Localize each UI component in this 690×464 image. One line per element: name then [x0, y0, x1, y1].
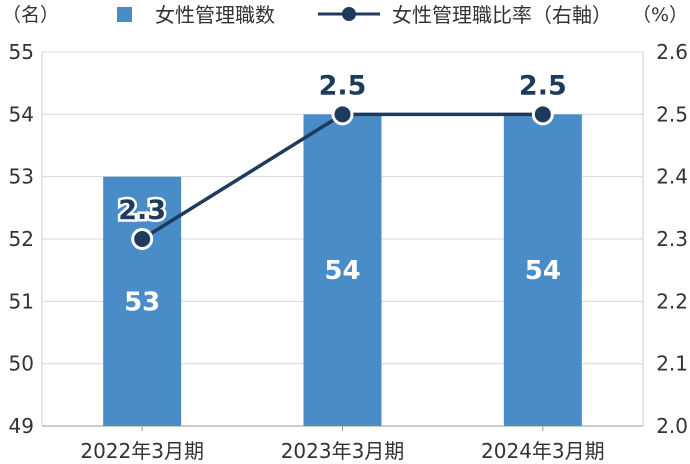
- right-tick-label: 2.5: [656, 102, 688, 126]
- left-tick-label: 50: [9, 352, 34, 376]
- right-tick-label: 2.2: [656, 289, 688, 313]
- left-tick-label: 55: [9, 40, 34, 64]
- right-tick-label: 2.1: [656, 352, 688, 376]
- right-tick-label: 2.3: [656, 227, 688, 251]
- bar: [503, 114, 582, 426]
- left-tick-label: 54: [9, 102, 34, 126]
- right-axis-unit: （%）: [632, 4, 688, 26]
- right-tick-label: 2.6: [656, 40, 688, 64]
- right-tick-label: 2.0: [656, 414, 688, 438]
- line-data-label: 2.5: [319, 70, 367, 101]
- bar-data-label: 53: [124, 287, 160, 317]
- legend-bar-label: 女性管理職数: [155, 3, 275, 27]
- bar-data-label: 54: [324, 256, 360, 286]
- left-tick-label: 49: [9, 414, 34, 438]
- bar: [103, 176, 182, 426]
- left-axis-ticks: 49 50 51 52 53 54 55: [9, 40, 34, 438]
- left-axis-unit: （名）: [2, 4, 59, 26]
- left-tick-label: 51: [9, 289, 34, 313]
- bar: [303, 114, 382, 426]
- left-tick-label: 53: [9, 165, 34, 189]
- line-point: [531, 103, 554, 126]
- legend-bar-swatch: [117, 7, 132, 22]
- legend-line-label: 女性管理職比率（右軸）: [392, 3, 612, 27]
- left-tick-label: 52: [9, 227, 34, 251]
- line-point: [131, 228, 154, 250]
- right-axis-ticks: 2.0 2.1 2.2 2.3 2.4 2.5 2.6: [656, 40, 688, 438]
- x-axis-ticks: 2022年3月期 2023年3月期 2024年3月期: [80, 439, 604, 463]
- legend-line-marker: [342, 7, 356, 21]
- x-tick-label: 2024年3月期: [481, 439, 605, 463]
- right-tick-label: 2.4: [656, 165, 688, 189]
- line-series: [131, 103, 554, 250]
- bar-series: [103, 114, 582, 426]
- x-tick-label: 2022年3月期: [80, 439, 204, 463]
- bar-data-label: 54: [525, 256, 561, 286]
- line-data-label: 2.3: [118, 195, 166, 226]
- line-data-label: 2.5: [519, 70, 567, 101]
- legend: 女性管理職数 女性管理職比率（右軸）: [117, 3, 612, 27]
- x-tick-label: 2023年3月期: [281, 439, 405, 463]
- line-point: [331, 103, 354, 126]
- data-labels: 53 54 54 2.3 2.5 2.5: [116, 68, 570, 318]
